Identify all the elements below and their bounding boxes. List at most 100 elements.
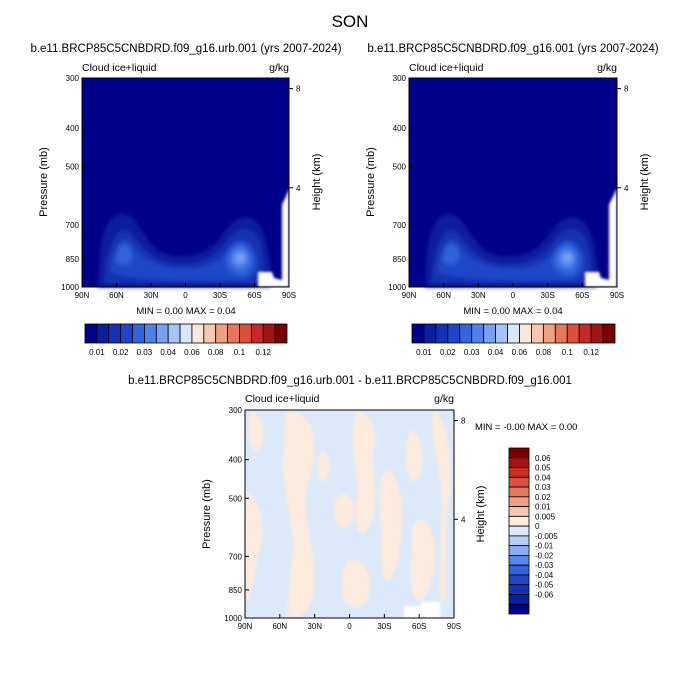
panel-1-y2-axis: 84	[289, 85, 301, 193]
colorbar-swatch	[227, 323, 240, 344]
panel-2-variable-label: Cloud ice+liquid	[409, 62, 484, 74]
colorbar-label: 0.01	[535, 503, 551, 512]
panel-3-y2-axis: 84	[454, 417, 466, 524]
y2-tick-label: 4	[624, 184, 629, 193]
colorbar-label: -0.03	[535, 561, 554, 570]
panel-3-plot-area	[244, 409, 455, 619]
colorbar-label: 0.03	[137, 348, 153, 357]
colorbar-label: 0.02	[535, 493, 551, 502]
panel-2: b.e11.BRCP85C5CNBDRD.f09_g16.001 (yrs 20…	[365, 43, 659, 357]
panel-3-masked-terrain-1	[404, 602, 440, 618]
colorbar-swatch	[215, 323, 228, 344]
colorbar-swatch	[508, 594, 530, 605]
colorbar-label: -0.02	[535, 551, 554, 560]
panel-2-y2-axis-title: Height (km)	[639, 154, 651, 211]
colorbar-swatch	[411, 323, 425, 344]
colorbar-label: 0.04	[160, 348, 176, 357]
x-tick-label: 90N	[75, 291, 90, 300]
colorbar-swatch	[191, 323, 205, 344]
y-tick-label: 700	[229, 552, 243, 561]
panel-1-title: b.e11.BRCP85C5CNBDRD.f09_g16.urb.001 (yr…	[30, 43, 341, 55]
panel-3-positive-region-9	[406, 430, 423, 482]
panel-3-positive-region-1	[248, 412, 264, 452]
y-tick-label: 850	[393, 255, 407, 264]
panel-1-contour-level-7	[235, 252, 246, 264]
panel-3-y2-axis-title: Height (km)	[475, 486, 487, 543]
y2-tick-label: 8	[461, 417, 466, 426]
panel-1-variable-label: Cloud ice+liquid	[82, 62, 157, 74]
colorbar-label: 0.04	[488, 348, 504, 357]
y-tick-label: 400	[229, 456, 243, 465]
colorbar-swatch	[508, 564, 530, 576]
x-tick-label: 60S	[575, 291, 589, 300]
x-tick-label: 0	[183, 291, 188, 300]
colorbar-swatch	[508, 525, 530, 537]
colorbar-swatch	[262, 323, 276, 344]
y-tick-label: 300	[229, 406, 243, 415]
panel-3-positive-region-4	[317, 450, 330, 482]
y2-tick-label: 8	[624, 85, 629, 94]
y-tick-label: 1000	[224, 614, 242, 623]
panel-2-y2-axis: 84	[617, 85, 629, 193]
colorbar-swatch	[566, 323, 580, 344]
panel-3: b.e11.BRCP85C5CNBDRD.f09_g16.urb.001 - b…	[128, 375, 577, 631]
y2-tick-label: 8	[296, 85, 301, 94]
panel-3-units-label: g/kg	[434, 393, 454, 405]
colorbar-swatch	[108, 323, 122, 344]
x-tick-label: 30S	[541, 291, 555, 300]
colorbar-swatch	[96, 323, 110, 344]
x-tick-label: 60N	[436, 291, 451, 300]
colorbar-swatch	[120, 323, 133, 344]
panel-1-colorbar: 0.01 0.02 0.03 0.04 0.06 0.08 0.1 0.12	[84, 323, 288, 357]
y-tick-label: 500	[393, 163, 407, 172]
x-tick-label: 60N	[272, 622, 287, 631]
panel-2-units-label: g/kg	[597, 62, 617, 74]
panel-3-positive-region-11	[431, 412, 451, 600]
y-tick-label: 500	[229, 494, 243, 503]
colorbar-label: 0.01	[89, 348, 105, 357]
panel-2-min-max: MIN = 0.00 MAX = 0.04	[463, 306, 562, 317]
colorbar-label: -0.06	[535, 590, 554, 599]
colorbar-label: 0.08	[536, 348, 552, 357]
colorbar-swatch	[250, 323, 264, 344]
colorbar-swatch	[84, 323, 98, 344]
colorbar-swatch	[531, 323, 544, 344]
colorbar-label: 0.01	[416, 348, 432, 357]
panel-2-contour-level-3	[437, 239, 585, 282]
x-tick-label: 0	[511, 291, 516, 300]
panel-3-colorbar: 0.060.050.040.030.020.010.0050-0.005-0.0…	[508, 447, 558, 615]
x-tick-label: 30N	[471, 291, 486, 300]
panel-3-positive-region-2	[245, 490, 263, 600]
colorbar-swatch	[507, 323, 520, 344]
colorbar-swatch	[167, 323, 181, 344]
x-tick-label: 60N	[109, 291, 124, 300]
colorbar-swatch	[508, 476, 530, 488]
colorbar-swatch	[239, 323, 252, 344]
panel-2-contour-level-7	[562, 252, 573, 264]
colorbar-label: 0.02	[440, 348, 456, 357]
x-tick-label: 90N	[402, 291, 417, 300]
colorbar-swatch	[508, 486, 530, 498]
y-tick-label: 400	[66, 124, 80, 133]
panel-1-plot-area	[81, 77, 290, 288]
colorbar-swatch	[519, 323, 532, 344]
colorbar-swatch	[508, 555, 530, 566]
colorbar-label: -0.05	[535, 581, 554, 590]
y2-tick-label: 4	[296, 184, 301, 193]
panel-2-title: b.e11.BRCP85C5CNBDRD.f09_g16.001 (yrs 20…	[367, 43, 658, 55]
colorbar-swatch	[483, 323, 496, 344]
x-tick-label: 90S	[447, 622, 461, 631]
panel-2-colorbar: 0.01 0.02 0.03 0.04 0.06 0.08 0.1 0.12	[411, 323, 616, 357]
panel-2-masked-terrain-2	[585, 272, 609, 287]
panel-1-masked-terrain-2	[258, 272, 282, 287]
colorbar-swatch	[274, 323, 288, 344]
colorbar-label: 0.1	[234, 348, 246, 357]
colorbar-label: 0.05	[535, 464, 551, 473]
colorbar-label: 0.04	[535, 473, 551, 482]
panel-1-y2-axis-title: Height (km)	[311, 154, 323, 211]
colorbar-swatch	[508, 574, 530, 586]
colorbar-label: 0.12	[583, 348, 599, 357]
colorbar-label: 0.005	[535, 512, 556, 521]
y-tick-label: 400	[393, 124, 407, 133]
